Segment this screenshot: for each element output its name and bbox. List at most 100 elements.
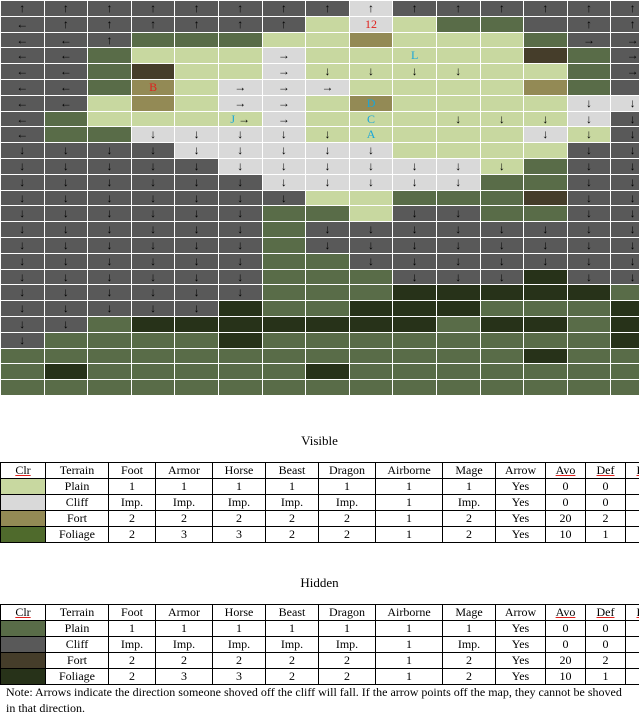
map-cell: ↓ xyxy=(0,284,45,302)
map-cell: ↑ xyxy=(217,15,263,33)
map-cell xyxy=(305,110,350,128)
terrain-row: Fort2222212Yes2022 xyxy=(0,510,639,527)
terrain-stat: Imp. xyxy=(442,494,496,511)
map-cell xyxy=(348,363,394,381)
map-cell-marker: ↓ xyxy=(455,174,462,189)
map-cell-marker xyxy=(132,349,175,364)
map-cell: ← xyxy=(0,15,45,33)
map-cell-marker xyxy=(481,17,524,32)
terrain-stat: 3 xyxy=(155,526,213,543)
map-cell-marker xyxy=(306,206,349,221)
map-row: ← ↑ ↑ ↑ ↑ ↑ ↑ 12 ↑ ↑ xyxy=(0,15,639,33)
map-cell xyxy=(435,94,481,112)
map-cell-marker: ↑ xyxy=(150,16,157,31)
map-cell-marker: J → xyxy=(230,111,251,126)
map-cell: ↓ xyxy=(0,205,45,223)
map-cell xyxy=(348,331,394,349)
map-cell-marker xyxy=(568,317,611,332)
header-avo: Avo xyxy=(545,462,586,479)
map-cell-marker: ↑ xyxy=(542,1,549,15)
map-cell-marker xyxy=(175,48,218,63)
map-cell-marker xyxy=(481,127,524,142)
map-cell-marker: ↓ xyxy=(19,316,26,331)
map-row: ← ← → L → xyxy=(0,47,639,65)
map-cell-marker: ↓ xyxy=(237,127,244,142)
map-cell-marker: ↓ xyxy=(455,64,462,79)
map-cell-marker xyxy=(524,301,567,316)
map-cell xyxy=(523,363,568,381)
map-cell-marker: ↓ xyxy=(62,190,69,205)
map-cell-marker xyxy=(437,80,480,95)
map-cell xyxy=(479,63,525,80)
map-cell: ↓ xyxy=(43,157,89,175)
map-cell: ↓ xyxy=(87,142,132,159)
map-cell: ↓ xyxy=(305,236,350,254)
visible-table-title: Visible xyxy=(301,433,338,448)
map-cell: ↓ xyxy=(87,252,132,270)
terrain-stat: Imp. xyxy=(155,636,213,653)
map-cell-marker xyxy=(611,349,639,364)
map-cell xyxy=(217,63,263,80)
map-cell-marker: ↑ xyxy=(193,1,200,15)
map-cell xyxy=(217,31,263,49)
map-cell xyxy=(217,331,263,349)
map-cell xyxy=(435,189,481,207)
map-cell xyxy=(348,347,394,365)
map-cell-marker: → xyxy=(277,64,290,79)
terrain-color-swatch xyxy=(0,652,46,669)
terrain-stat: Yes xyxy=(495,478,546,495)
terrain-stat: 2 xyxy=(318,652,376,669)
map-cell-marker: ↓ xyxy=(324,174,331,189)
map-cell-marker xyxy=(524,143,567,158)
map-cell-marker xyxy=(611,301,639,316)
map-cell-marker: ↓ xyxy=(193,190,200,205)
map-cell-marker: ↓ xyxy=(455,269,462,284)
map-cell-marker xyxy=(524,175,567,190)
map-cell-marker xyxy=(350,333,393,348)
map-cell: ↓ xyxy=(566,173,612,191)
map-cell-marker: → xyxy=(277,95,290,110)
terrain-stat: 2 xyxy=(318,526,376,543)
map-cell: ↓ xyxy=(610,126,639,144)
map-cell: ↑ xyxy=(87,31,132,49)
map-cell xyxy=(523,379,568,396)
map-cell xyxy=(435,315,481,333)
header-foot: Foot xyxy=(108,604,156,621)
map-cell-marker xyxy=(524,206,567,221)
map-cell-marker xyxy=(263,254,306,269)
map-cell: ↓ xyxy=(392,173,437,191)
map-cell: ↓ xyxy=(305,126,350,144)
map-row: ↓ ↓ ↓ ↓ ↓ ↓ ↓ ↓ ↓ ↓ ↓ ↓ ↓ xyxy=(0,173,639,191)
map-cell-marker: ← xyxy=(16,79,29,94)
map-cell: ↓ xyxy=(435,236,481,254)
map-cell: ↓ xyxy=(479,236,525,254)
terrain-stat: 1 xyxy=(585,668,626,685)
map-cell-marker: ← xyxy=(16,16,29,31)
map-cell: ↑ xyxy=(43,15,89,33)
map-cell-marker xyxy=(219,48,262,63)
map-cell: ↓ xyxy=(43,142,89,159)
map-cell-marker: ↓ xyxy=(150,269,157,284)
terrain-stat: Imp. xyxy=(265,494,319,511)
map-cell-marker xyxy=(263,206,306,221)
map-cell xyxy=(43,363,89,381)
map-cell-marker: ↓ xyxy=(629,206,636,221)
terrain-stat: 0 xyxy=(625,478,639,495)
map-row: ← ← → ↓ ↓ ↓ ↓ → xyxy=(0,63,639,80)
map-cell-marker xyxy=(306,285,349,300)
map-cell-marker xyxy=(481,64,524,79)
map-cell: ↓ xyxy=(0,221,45,238)
map-row: ↓ ↓ ↓ ↓ ↓ ↓ ↓ ↓ ↓ ↓ ↓ ↓ ↓ ↓ xyxy=(0,236,639,254)
map-cell-marker: ↓ xyxy=(455,111,462,126)
map-row: ↓ ↓ ↓ ↓ ↓ ↓ ↓ ↓ ↓ ↓ ↓ ↓ ↓ ↓ xyxy=(0,157,639,175)
map-cell-marker: ↑ xyxy=(324,1,331,15)
map-cell xyxy=(130,94,176,112)
map-row: ↓ ↓ ↓ ↓ ↓ ↓ xyxy=(0,284,639,302)
map-cell-marker xyxy=(437,191,480,206)
terrain-stat: Yes xyxy=(495,620,546,637)
map-cell: ↓ xyxy=(174,236,219,254)
map-cell-marker: ↓ xyxy=(455,237,462,252)
map-cell-marker: ↓ xyxy=(586,158,593,173)
map-cell-marker xyxy=(350,270,393,285)
map-cell-marker: ↓ xyxy=(62,316,69,331)
